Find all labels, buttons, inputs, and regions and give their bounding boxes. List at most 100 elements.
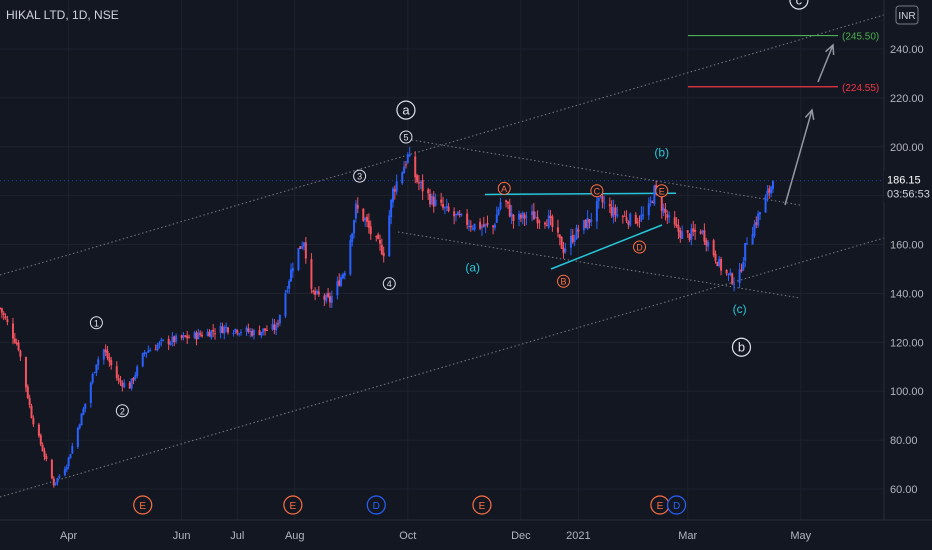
candle-body <box>744 243 747 261</box>
candle-body <box>429 194 432 205</box>
wave-degree-label: c <box>796 0 803 8</box>
candle-body <box>214 333 217 335</box>
candle-body <box>327 293 330 297</box>
candle-body <box>681 231 684 239</box>
candle-body <box>156 344 159 351</box>
candle-body <box>453 211 456 217</box>
candle-body <box>432 196 435 207</box>
candle-body <box>349 240 352 275</box>
subwave-label: D <box>636 243 643 253</box>
candle-body <box>43 450 46 457</box>
candle-body <box>219 325 222 333</box>
candle-body <box>569 235 572 248</box>
candle-body <box>0 308 3 313</box>
candle-body <box>167 339 170 345</box>
candle-body <box>225 326 228 329</box>
x-tick-label: Jun <box>173 530 191 542</box>
candle-body <box>419 181 422 183</box>
candle-body <box>688 233 691 241</box>
candle-body <box>239 331 242 333</box>
candle-body <box>729 272 732 275</box>
x-tick-label: 2021 <box>566 530 590 542</box>
candle-body <box>714 253 717 261</box>
candle-body <box>227 327 229 333</box>
candle-body <box>28 398 31 406</box>
candle-body <box>733 283 736 285</box>
event-marker-label: E <box>657 501 664 512</box>
candle-body <box>245 327 248 332</box>
candle-body <box>273 324 276 330</box>
candle-body <box>264 328 267 331</box>
candle-body <box>130 378 133 389</box>
candle-body <box>482 224 485 227</box>
wave-degree-label: a <box>402 103 410 118</box>
candle-body <box>251 330 254 336</box>
candle-body <box>458 213 461 216</box>
candle-body <box>277 323 280 325</box>
currency-badge <box>895 5 919 25</box>
event-marker <box>472 495 492 515</box>
candle-body <box>149 349 152 352</box>
candle-body <box>434 199 437 206</box>
candle-body <box>382 252 385 257</box>
wave-count-label: (c) <box>733 302 747 316</box>
event-marker-label: D <box>373 501 380 512</box>
candle-body <box>545 225 548 227</box>
candle-body <box>532 211 535 220</box>
candle-body <box>582 220 585 231</box>
candle-body <box>712 240 715 256</box>
wave-label-circle <box>89 316 103 330</box>
subwave-label: C <box>594 186 601 196</box>
candle-body <box>271 324 274 330</box>
candlestick-series <box>0 146 774 488</box>
subwave-circle <box>557 274 571 288</box>
candle-body <box>653 185 656 205</box>
wave-label: 3 <box>357 172 362 182</box>
candle-body <box>238 333 241 335</box>
candle-body <box>37 424 40 436</box>
wave-label: 4 <box>387 279 392 289</box>
candle-body <box>80 413 83 426</box>
candle-body <box>417 182 420 184</box>
candle-body <box>317 291 320 295</box>
candle-body <box>471 228 474 230</box>
candle-body <box>610 206 613 216</box>
candle-body <box>508 204 511 217</box>
candle-body <box>547 215 550 228</box>
x-tick-label: Mar <box>678 530 697 542</box>
candle-body <box>328 296 331 303</box>
candle-body <box>265 330 268 332</box>
candle-body <box>32 418 35 425</box>
candle-body <box>343 272 346 276</box>
candle-body <box>720 259 723 271</box>
candle-body <box>312 290 315 293</box>
candle-body <box>171 336 174 343</box>
candle-body <box>56 478 59 483</box>
candle-body <box>447 206 450 212</box>
candle-body <box>651 202 654 204</box>
candle-body <box>65 466 68 470</box>
event-marker-label: E <box>290 501 297 512</box>
event-marker-label: E <box>139 501 146 512</box>
candle-body <box>766 190 769 196</box>
candle-body <box>764 196 767 213</box>
candle-body <box>336 281 339 296</box>
candle-body <box>364 218 367 221</box>
candle-body <box>24 356 27 388</box>
candle-body <box>479 221 482 229</box>
candle-body <box>512 214 515 221</box>
candle-body <box>290 269 293 282</box>
x-tick-label: Dec <box>511 530 531 542</box>
candle-body <box>440 199 443 203</box>
candle-body <box>314 291 317 295</box>
candle-body <box>0 307 1 309</box>
candle-body <box>686 230 689 233</box>
candle-body <box>770 186 773 194</box>
channel-line <box>0 237 885 498</box>
candle-body <box>388 215 391 257</box>
candle-body <box>232 333 235 335</box>
candle-body <box>703 230 706 242</box>
candle-body <box>623 215 626 217</box>
arrow-head <box>804 108 815 120</box>
